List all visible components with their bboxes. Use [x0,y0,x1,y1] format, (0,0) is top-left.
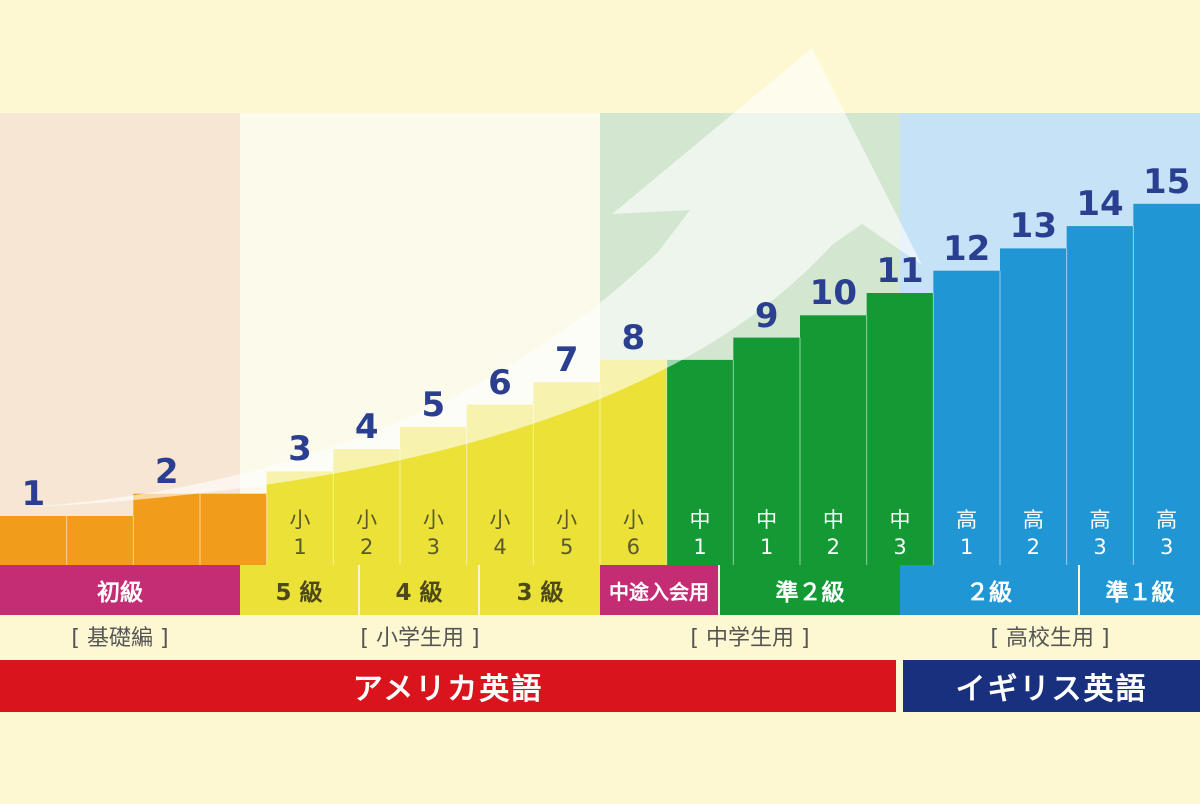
band-5kyu-bg [240,565,358,615]
step-bar [133,493,201,565]
step-bar [1000,248,1068,565]
track-american-english: アメリカ英語 [352,672,544,707]
level-pre2kyu: 準２級 [775,580,845,606]
step-number: 2 [154,451,179,492]
track-american-bg [0,660,896,712]
step-grade: 小 4 [489,508,511,559]
step-grade: 中 1 [689,508,711,559]
step-number: 3 [288,429,312,470]
band-pre1kyu-bg [1080,565,1200,615]
step-grade: 高 2 [1022,508,1044,559]
step-number: 13 [1009,206,1057,247]
band-4kyu-bg [360,565,478,615]
step-grade: 中 1 [756,508,778,559]
step-grade: 中 2 [822,508,844,559]
step-bar [800,315,868,565]
level-beginner: 初級 [97,580,143,606]
band-midentry-bg [600,565,718,615]
step-number: 10 [809,273,857,314]
step-bar [933,270,1001,565]
band-3kyu-bg [480,565,600,615]
level-3kyu: 3 級 [516,580,564,606]
section-basic: [ 基礎編 ] [71,626,169,651]
step-bar [1066,226,1134,565]
step-bar [266,471,334,565]
step-bar [0,516,68,565]
step-number: 12 [942,228,991,269]
step-number: 8 [621,317,646,358]
step-number: 11 [876,251,924,291]
step-number: 1 [21,474,46,514]
step-grade: 小 2 [356,508,378,559]
step-number: 15 [1142,161,1191,202]
step-bar [866,293,934,565]
step-number: 5 [421,384,446,425]
step-number: 4 [354,407,379,448]
step-bar [66,516,134,565]
growth-arrow [18,48,922,508]
step-number: 14 [1076,184,1124,225]
step-number: 7 [554,340,579,381]
section-junior-high: [ 中学生用 ] [690,626,810,651]
step-bar [1133,203,1200,566]
step-grade: 高 3 [1089,508,1111,559]
band-pre2kyu-bg [720,565,900,615]
level-2kyu: ２級 [966,580,1012,606]
step-grade: 小 5 [556,508,578,559]
band-2kyu-bg [900,565,1078,615]
level-midway-entry: 中途入会用 [609,579,709,604]
step-number: 6 [488,362,512,403]
band-beginner-bg [0,565,240,615]
level-4kyu: 4 級 [395,580,443,606]
step-bar [666,359,734,565]
step-grade: 高 3 [1156,508,1178,559]
step-grade: 中 3 [889,508,911,559]
section-elementary: [ 小学生用 ] [360,626,480,651]
level-pre1kyu: 準１級 [1105,580,1175,606]
step-number: 9 [754,295,779,336]
step-grade: 小 6 [622,508,644,559]
step-grade: 小 1 [289,508,311,559]
step-grade: 高 1 [956,508,978,559]
step-bar [733,337,801,565]
step-bar [200,493,268,565]
level-5kyu: 5 級 [275,580,323,606]
section-high-school: [ 高校生用 ] [990,626,1110,651]
track-british-english: イギリス英語 [955,672,1148,707]
track-british-bg [903,660,1200,712]
step-grade: 小 3 [422,508,444,559]
